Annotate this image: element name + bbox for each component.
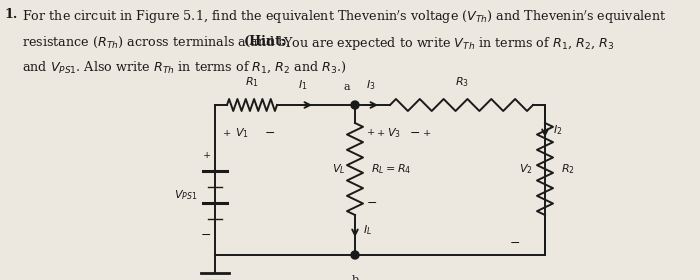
Text: +: + [377,129,385,137]
Text: b: b [351,275,358,280]
Circle shape [351,101,359,109]
Text: $V_3$: $V_3$ [387,126,401,140]
Text: $I_2$: $I_2$ [553,123,562,137]
Text: For the circuit in Figure 5.1, find the equivalent Thevenin$'$s voltage ($V_{Th}: For the circuit in Figure 5.1, find the … [22,8,666,25]
Text: +: + [423,129,431,137]
Text: (Hint:: (Hint: [244,35,286,48]
Text: $V_{PS1}$: $V_{PS1}$ [174,188,197,202]
Circle shape [351,251,359,259]
Text: $I_3$: $I_3$ [366,78,376,92]
Text: +: + [367,128,375,137]
Text: resistance ($R_{Th}$) across terminals a and b.: resistance ($R_{Th}$) across terminals a… [22,35,296,50]
Text: −: − [200,228,211,241]
Text: 1.: 1. [4,8,18,21]
Text: $R_3$: $R_3$ [454,75,468,89]
Text: $R_2$: $R_2$ [561,162,575,176]
Text: −: − [265,127,276,139]
Text: −: − [510,237,520,249]
Text: −: − [367,197,377,210]
Text: +: + [203,151,211,160]
Text: $V_L$: $V_L$ [332,162,345,176]
Text: a: a [344,82,350,92]
Text: $R_L$$=$$R_4$: $R_L$$=$$R_4$ [371,162,412,176]
Text: and $V_{PS1}$. Also write $R_{Th}$ in terms of $R_1$, $R_2$ and $R_3$.): and $V_{PS1}$. Also write $R_{Th}$ in te… [22,60,347,76]
Text: $V_1$: $V_1$ [235,126,248,140]
Text: $R_1$: $R_1$ [245,75,259,89]
Text: +: + [223,129,231,137]
Text: −: − [410,127,421,139]
Text: $I_1$: $I_1$ [298,78,308,92]
Text: You are expected to write $V_{Th}$ in terms of $R_1$, $R_2$, $R_3$: You are expected to write $V_{Th}$ in te… [279,35,614,52]
Text: $I_L$: $I_L$ [363,223,372,237]
Text: $V_2$: $V_2$ [519,162,533,176]
